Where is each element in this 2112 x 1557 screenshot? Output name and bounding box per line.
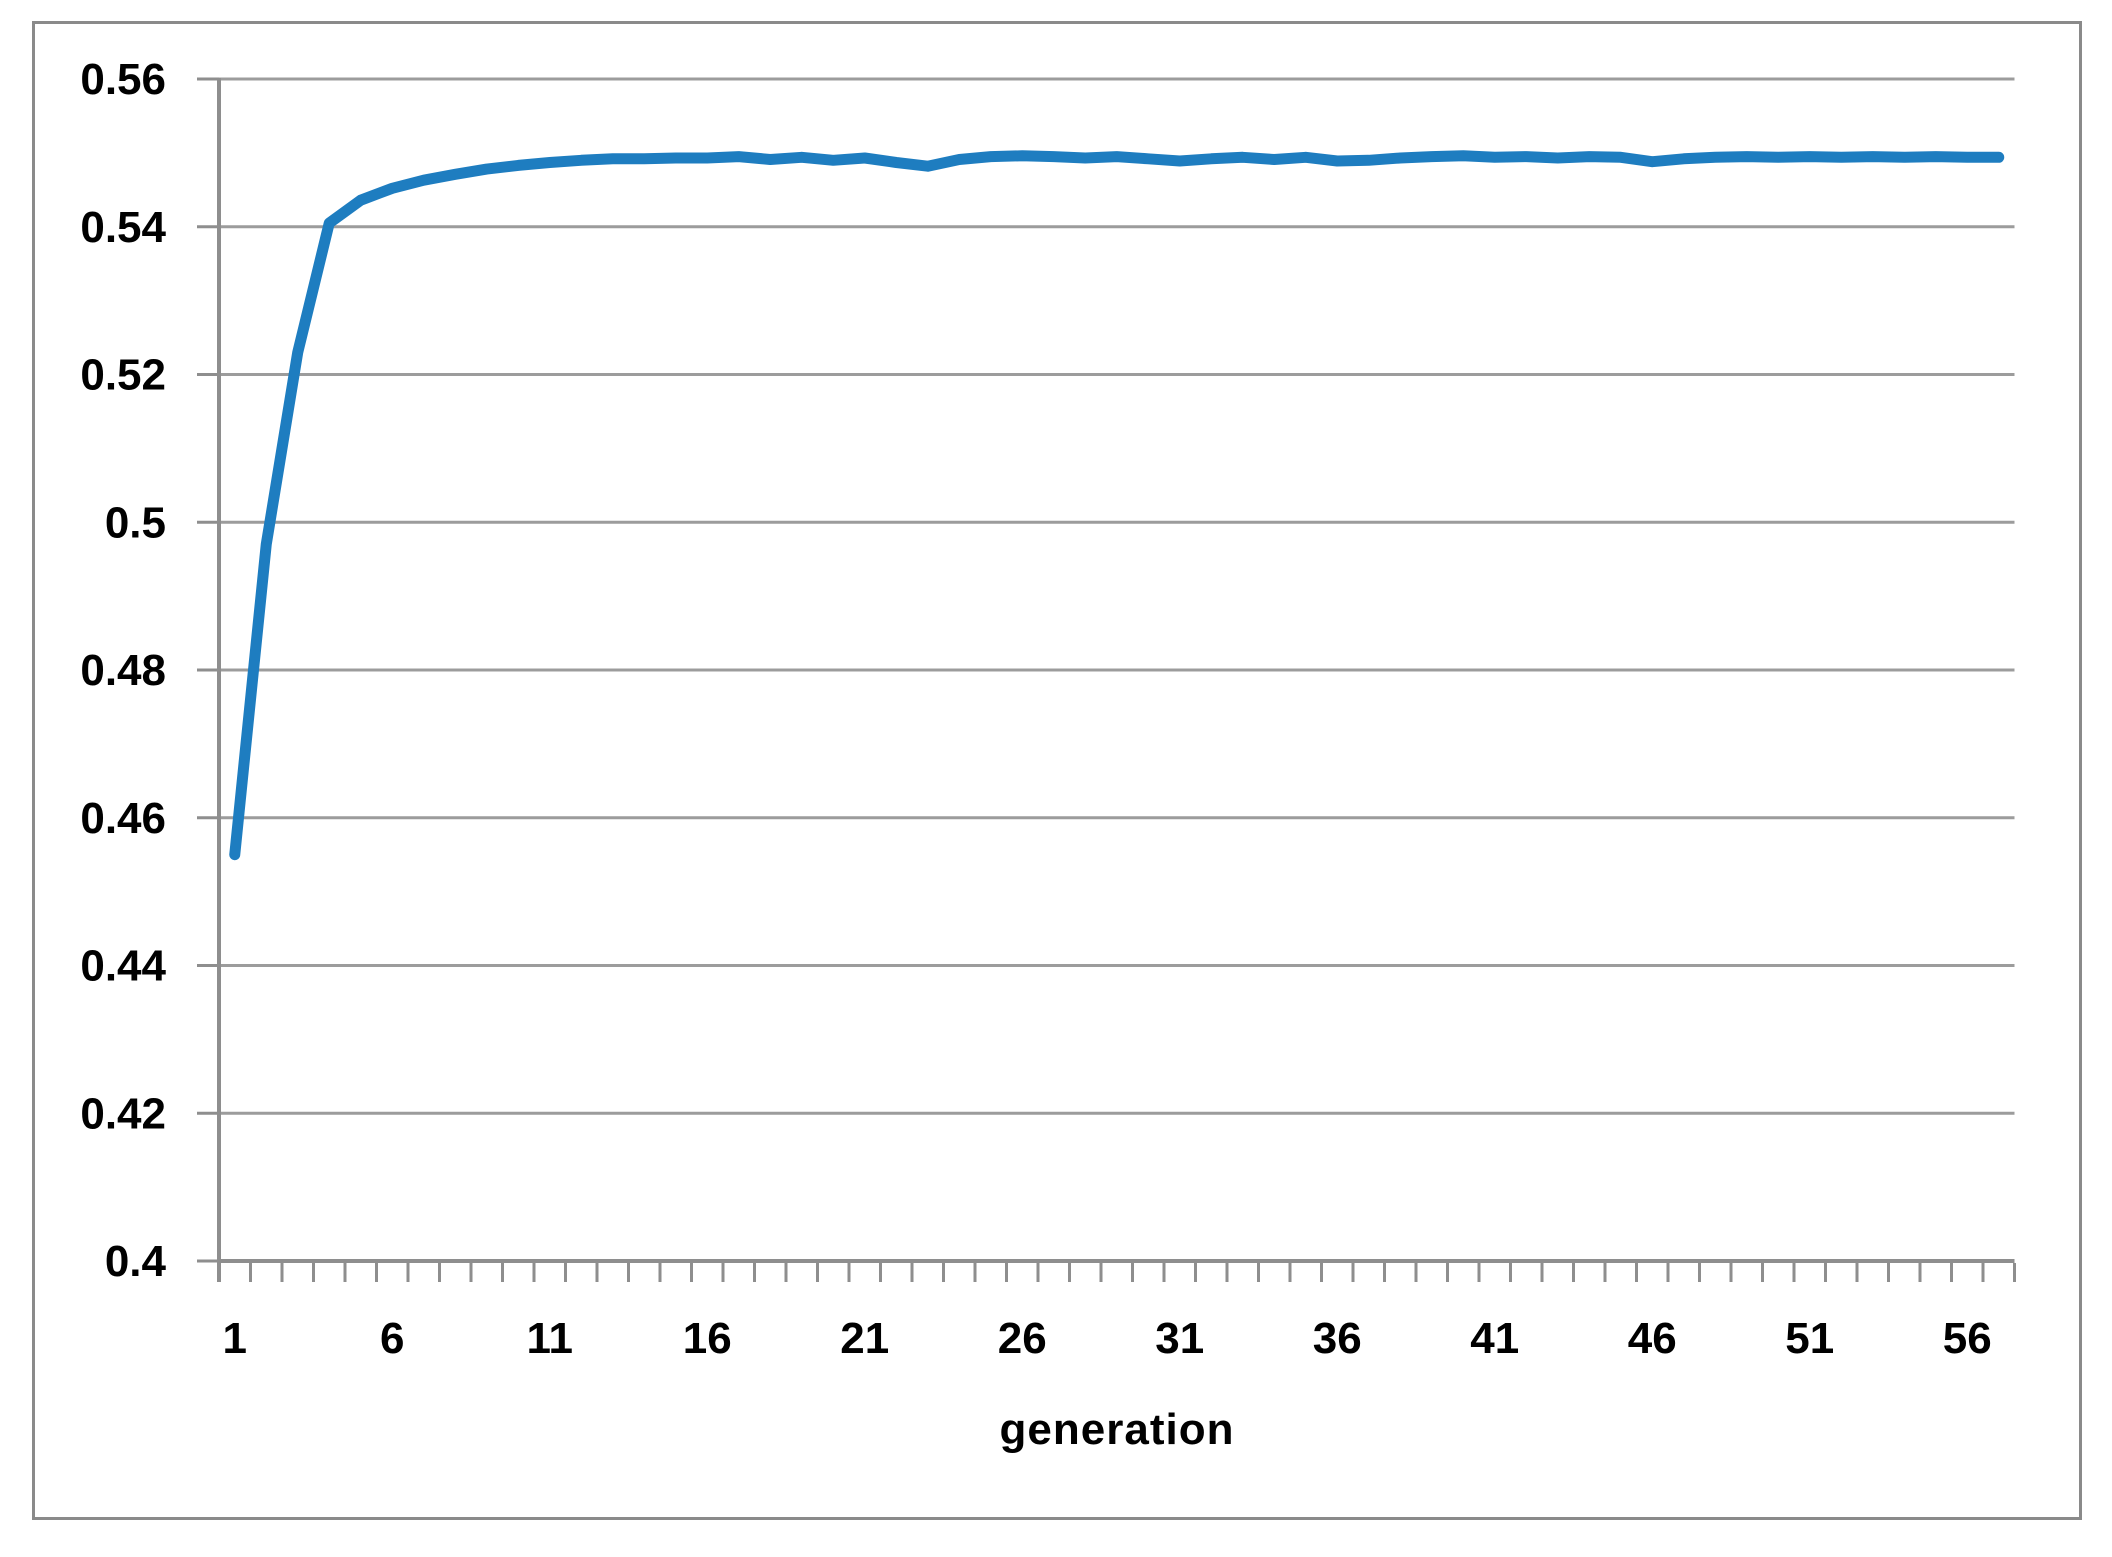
x-tick-label: 46 [1628,1314,1677,1363]
x-tick-label: 56 [1943,1314,1992,1363]
chart-frame [32,21,2082,1520]
x-tick-label: 36 [1313,1314,1362,1363]
x-tick-label: 51 [1785,1314,1834,1363]
y-tick-label: 0.52 [80,351,166,400]
y-tick-label: 0.5 [105,498,166,547]
x-axis-title: generation [999,1405,1235,1454]
y-tick-label: 0.46 [80,794,166,843]
y-tick-label: 0.44 [80,942,166,991]
y-tick-label: 0.4 [105,1237,167,1286]
y-tick-label: 0.48 [80,646,166,695]
x-tick-label: 41 [1470,1314,1519,1363]
x-tick-label: 26 [998,1314,1047,1363]
x-tick-label: 16 [683,1314,732,1363]
series-line [229,150,2005,861]
x-tick-label: 11 [526,1314,573,1363]
y-tick-label: 0.54 [80,203,166,252]
y-tick-label: 0.42 [80,1089,166,1138]
x-tick-label: 31 [1155,1314,1204,1363]
x-tick-label: 6 [380,1314,404,1363]
x-tick-label: 21 [840,1314,889,1363]
y-tick-label: 0.56 [80,55,166,104]
x-tick-label: 1 [223,1314,247,1363]
